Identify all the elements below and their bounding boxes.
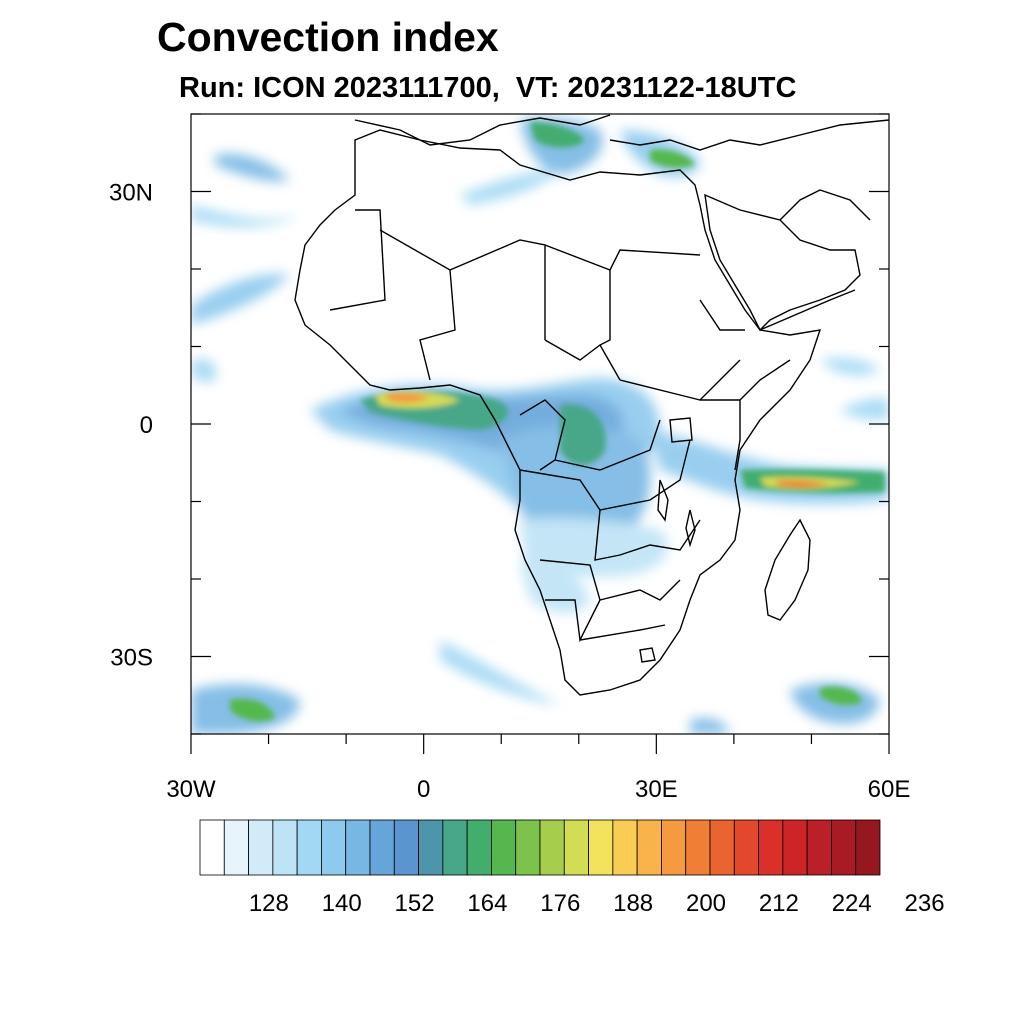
colorbar-swatch <box>758 819 784 876</box>
colorbar-swatch <box>539 819 565 876</box>
colorbar-swatch <box>685 819 711 876</box>
map-title: Convection index <box>157 14 499 60</box>
colorbar-swatch <box>782 819 808 876</box>
colorbar <box>199 819 881 876</box>
colorbar-swatch <box>588 819 614 876</box>
colorbar-swatch <box>345 819 371 876</box>
lat-label: 30S <box>110 645 153 672</box>
axis-ticks <box>190 113 890 754</box>
colorbar-swatch <box>806 819 832 876</box>
colorbar-swatch <box>466 819 492 876</box>
colorbar-tick-label: 164 <box>467 890 507 917</box>
colorbar-swatch <box>491 819 517 876</box>
colorbar-swatch <box>199 819 225 876</box>
colorbar-swatch <box>636 819 662 876</box>
lon-label: 30E <box>635 776 678 803</box>
lon-label: 60E <box>868 776 911 803</box>
colorbar-swatch <box>831 819 857 876</box>
colorbar-swatch <box>661 819 687 876</box>
lon-label: 30W <box>166 776 216 803</box>
colorbar-labels: 128 140 152 164 176 188 200 212 224 236 <box>249 890 945 917</box>
colorbar-swatch <box>296 819 322 876</box>
colorbar-tick-label: 128 <box>249 890 289 917</box>
colorbar-tick-label: 140 <box>322 890 362 917</box>
colorbar-swatch <box>709 819 735 876</box>
colorbar-tick-label: 236 <box>905 890 945 917</box>
colorbar-swatch <box>393 819 419 876</box>
colorbar-tick-label: 224 <box>832 890 872 917</box>
colorbar-swatch <box>733 819 759 876</box>
colorbar-swatch <box>321 819 347 876</box>
colorbar-swatch <box>855 819 881 876</box>
colorbar-swatch <box>563 819 589 876</box>
lat-label: 0 <box>140 412 153 439</box>
lon-label: 0 <box>417 776 430 803</box>
colorbar-tick-label: 176 <box>540 890 580 917</box>
colorbar-swatch <box>248 819 274 876</box>
colorbar-swatch <box>418 819 444 876</box>
map-subtitle: Run: ICON 2023111700, VT: 20231122-18UTC <box>179 72 797 104</box>
colorbar-swatch <box>223 819 249 876</box>
colorbar-swatch <box>272 819 298 876</box>
colorbar-swatch <box>442 819 468 876</box>
convection-field <box>191 117 889 734</box>
colorbar-swatch <box>612 819 638 876</box>
colorbar-tick-label: 152 <box>395 890 435 917</box>
colorbar-tick-label: 212 <box>759 890 799 917</box>
colorbar-swatch <box>369 819 395 876</box>
colorbar-swatch <box>515 819 541 876</box>
axis-labels: 30N 0 30S 30W 0 30E 60E <box>109 180 910 804</box>
lat-label: 30N <box>109 180 153 207</box>
colorbar-tick-label: 188 <box>613 890 653 917</box>
coastlines <box>294 114 889 696</box>
colorbar-tick-label: 200 <box>686 890 726 917</box>
